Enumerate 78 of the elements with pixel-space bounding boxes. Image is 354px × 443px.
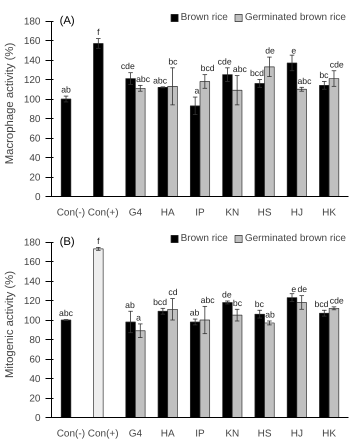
data-label: abc	[200, 294, 216, 305]
data-label: ab	[125, 300, 135, 310]
y-tick-label: 180	[24, 16, 41, 28]
data-label: f	[97, 236, 100, 246]
data-label: e	[291, 284, 296, 294]
x-tick-label: G4	[128, 428, 143, 440]
chart-title: (B)	[60, 236, 75, 248]
legend-label: Germinated brown rice	[244, 233, 346, 244]
y-tick-label: 0	[34, 192, 41, 203]
data-label: cde	[330, 59, 344, 70]
y-tick-label: 140	[24, 56, 41, 67]
data-label: de	[265, 46, 276, 56]
y-tick-label: 60	[29, 134, 41, 145]
data-label: f	[97, 27, 100, 38]
y-tick-label: 100	[24, 94, 41, 106]
y-axis-title: Macrophage activity (%)	[4, 42, 16, 164]
data-label: abc	[136, 74, 151, 84]
data-label: bcd	[200, 63, 215, 74]
data-label: a	[194, 86, 200, 96]
x-tick-label: KN	[225, 428, 240, 440]
data-label: a	[136, 312, 142, 322]
data-label: bc	[232, 298, 243, 308]
data-label: bc	[254, 298, 265, 309]
data-label: cde	[120, 61, 135, 72]
x-tick-label: HK	[322, 208, 336, 218]
x-tick-label: HS	[258, 428, 272, 440]
legend-label: Brown rice	[180, 12, 228, 23]
data-label: de	[222, 290, 232, 300]
x-tick-label: IP	[195, 428, 206, 440]
data-label: cde	[218, 56, 232, 66]
data-label: abc	[153, 75, 168, 86]
y-tick-label: 60	[29, 354, 41, 366]
x-tick-label: Con(-)	[56, 208, 86, 218]
y-tick-label: 20	[29, 394, 41, 405]
x-tick-label: HA	[160, 428, 175, 440]
y-tick-label: 140	[24, 276, 41, 288]
y-tick-label: 40	[29, 374, 41, 386]
y-tick-label: 80	[29, 335, 41, 346]
data-label: bcd	[250, 68, 264, 78]
x-tick-label: Con(+)	[88, 428, 119, 440]
data-label: e	[291, 46, 296, 56]
x-tick-label: HA	[160, 208, 175, 218]
data-label: de	[297, 284, 308, 294]
y-axis-title: Mitogenic activity (%)	[4, 270, 16, 378]
y-tick-label: 160	[24, 36, 41, 48]
data-label: ab	[61, 84, 72, 95]
legend-label: Brown rice	[180, 233, 228, 244]
data-label: bcd	[314, 298, 329, 309]
y-tick-label: 40	[29, 153, 41, 164]
y-tick-label: 160	[24, 257, 41, 268]
data-label: bcd	[153, 296, 168, 307]
y-tick-label: 80	[29, 114, 41, 126]
data-label: abc	[59, 308, 74, 318]
x-tick-label: HJ	[290, 428, 303, 440]
y-tick-label: 120	[24, 296, 41, 308]
x-tick-label: HS	[258, 208, 272, 218]
chart-title: (A)	[60, 15, 75, 28]
data-label: cd	[168, 287, 178, 298]
legend-label: Germinated brown rice	[244, 12, 346, 23]
y-tick-label: 0	[34, 413, 41, 424]
x-tick-label: HJ	[290, 208, 303, 218]
x-tick-label: Con(+)	[88, 208, 119, 218]
data-label: abc	[232, 64, 248, 74]
data-label: abc	[297, 76, 312, 86]
y-tick-label: 120	[24, 75, 41, 86]
data-label: cde	[330, 295, 344, 306]
x-tick-label: Con(-)	[56, 428, 86, 440]
x-tick-label: HK	[322, 428, 336, 440]
data-label: ab	[265, 310, 276, 320]
y-tick-label: 180	[24, 238, 41, 249]
x-tick-label: KN	[225, 208, 240, 218]
x-tick-label: G4	[128, 208, 143, 218]
data-label: bc	[319, 70, 330, 80]
x-tick-label: IP	[195, 208, 206, 218]
y-tick-label: 20	[29, 172, 41, 184]
data-label: bc	[168, 56, 178, 66]
y-tick-label: 100	[24, 316, 41, 327]
data-label: ab	[190, 308, 200, 318]
